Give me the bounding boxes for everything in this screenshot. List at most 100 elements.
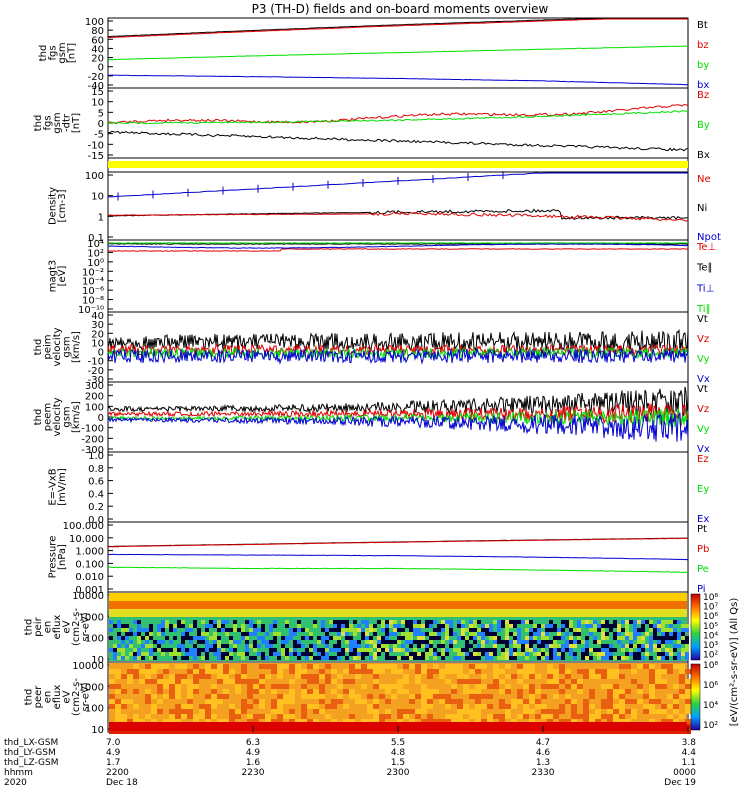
spec-cell bbox=[529, 709, 535, 714]
series-vx bbox=[107, 348, 689, 365]
xtick-value: Dec 19 bbox=[664, 778, 696, 788]
spec-cell bbox=[625, 656, 629, 660]
spec-cell bbox=[361, 656, 365, 660]
spec-cell bbox=[369, 656, 373, 660]
spec-cell bbox=[597, 640, 601, 644]
spec-cell bbox=[517, 729, 523, 734]
spec-cell bbox=[193, 648, 197, 652]
xaxis-row-label: thd_LY-GSM bbox=[4, 748, 56, 758]
spec-cell bbox=[169, 694, 175, 699]
spec-cell bbox=[389, 640, 393, 644]
spec-cell bbox=[589, 719, 595, 724]
spec-cell bbox=[253, 684, 259, 689]
spec-cell bbox=[597, 652, 601, 656]
ylabel-line: [cm-3] bbox=[57, 189, 68, 222]
spec-cell bbox=[581, 656, 585, 660]
spec-cell bbox=[149, 652, 153, 656]
spec-cell bbox=[401, 644, 405, 648]
spec-cell bbox=[149, 636, 153, 640]
spec-cell bbox=[457, 699, 463, 704]
spec-cell bbox=[197, 636, 201, 640]
spec-cell bbox=[337, 648, 341, 652]
spec-cell bbox=[357, 624, 361, 628]
xaxis-row-label: thd_LZ-GSM bbox=[4, 758, 59, 768]
spec-cell bbox=[637, 636, 641, 640]
ytick-label: -10 bbox=[88, 357, 104, 368]
spec-cell bbox=[545, 624, 549, 628]
spec-cell bbox=[139, 679, 145, 684]
spec-cell bbox=[329, 656, 333, 660]
spec-cell bbox=[185, 636, 189, 640]
spec-cell bbox=[673, 628, 677, 632]
xtick-value: 4.9 bbox=[246, 748, 261, 758]
spec-cell bbox=[681, 636, 685, 640]
spec-cell bbox=[649, 704, 655, 709]
spec-cell bbox=[473, 656, 477, 660]
spec-cell bbox=[513, 624, 517, 628]
ytick-label: 0.1 bbox=[88, 233, 104, 244]
spec-cell bbox=[259, 704, 265, 709]
spec-cell bbox=[273, 624, 277, 628]
spec-cell bbox=[413, 640, 417, 644]
spec-cell bbox=[631, 699, 637, 704]
spec-cell bbox=[417, 640, 421, 644]
spec-cell bbox=[441, 640, 445, 644]
spec-cell bbox=[641, 640, 645, 644]
spec-cell bbox=[665, 632, 669, 636]
spec-cell bbox=[169, 674, 175, 679]
spec-cell bbox=[277, 669, 283, 674]
spec-cell bbox=[201, 648, 205, 652]
spec-cell bbox=[475, 689, 481, 694]
spec-cell bbox=[173, 652, 177, 656]
spec-cell bbox=[553, 628, 557, 632]
spec-cell bbox=[161, 648, 165, 652]
spec-cell bbox=[525, 644, 529, 648]
spec-cell bbox=[413, 620, 417, 624]
spec-cell bbox=[657, 648, 661, 652]
spec-cell bbox=[457, 620, 461, 624]
spec-cell bbox=[259, 729, 265, 734]
spec-cell bbox=[583, 674, 589, 679]
spec-cell bbox=[637, 628, 641, 632]
spec-cell bbox=[457, 679, 463, 684]
spec-cell bbox=[259, 674, 265, 679]
spec-cell bbox=[133, 656, 137, 660]
spec-cell bbox=[145, 689, 151, 694]
legend-vt: Vt bbox=[697, 384, 708, 395]
spec-cell bbox=[685, 644, 689, 648]
spec-cell bbox=[649, 620, 653, 624]
spec-cell bbox=[373, 729, 379, 734]
spec-cell bbox=[413, 652, 417, 656]
spec-cell bbox=[589, 624, 593, 628]
spec-cell bbox=[685, 656, 689, 660]
ylabel-line: [km/s] bbox=[71, 401, 82, 433]
spec-cell bbox=[297, 656, 301, 660]
spec-cell bbox=[331, 704, 337, 709]
spec-cell bbox=[345, 648, 349, 652]
spec-cell bbox=[145, 632, 149, 636]
spec-cell bbox=[213, 620, 217, 624]
spec-cell bbox=[499, 714, 505, 719]
spec-cell bbox=[523, 699, 529, 704]
spec-cell bbox=[217, 644, 221, 648]
spec-cell bbox=[553, 694, 559, 699]
spec-cell bbox=[533, 624, 537, 628]
spec-cell bbox=[137, 640, 141, 644]
spec-cell bbox=[661, 679, 667, 684]
colorbar-tick: 10⁸ bbox=[703, 593, 718, 603]
spec-cell bbox=[151, 664, 157, 669]
spec-cell bbox=[117, 644, 121, 648]
spec-cell bbox=[115, 684, 121, 689]
spec-cell bbox=[553, 679, 559, 684]
ytick-label: 0.010 bbox=[75, 572, 104, 583]
spec-cell bbox=[535, 674, 541, 679]
spec-cell bbox=[325, 729, 331, 734]
spec-cell bbox=[365, 628, 369, 632]
spec-cell bbox=[261, 656, 265, 660]
spec-cell bbox=[393, 656, 397, 660]
spec-cell bbox=[601, 656, 605, 660]
spec-cell bbox=[397, 679, 403, 684]
spec-cell bbox=[421, 636, 425, 640]
spec-cell bbox=[577, 679, 583, 684]
spec-cell bbox=[177, 624, 181, 628]
